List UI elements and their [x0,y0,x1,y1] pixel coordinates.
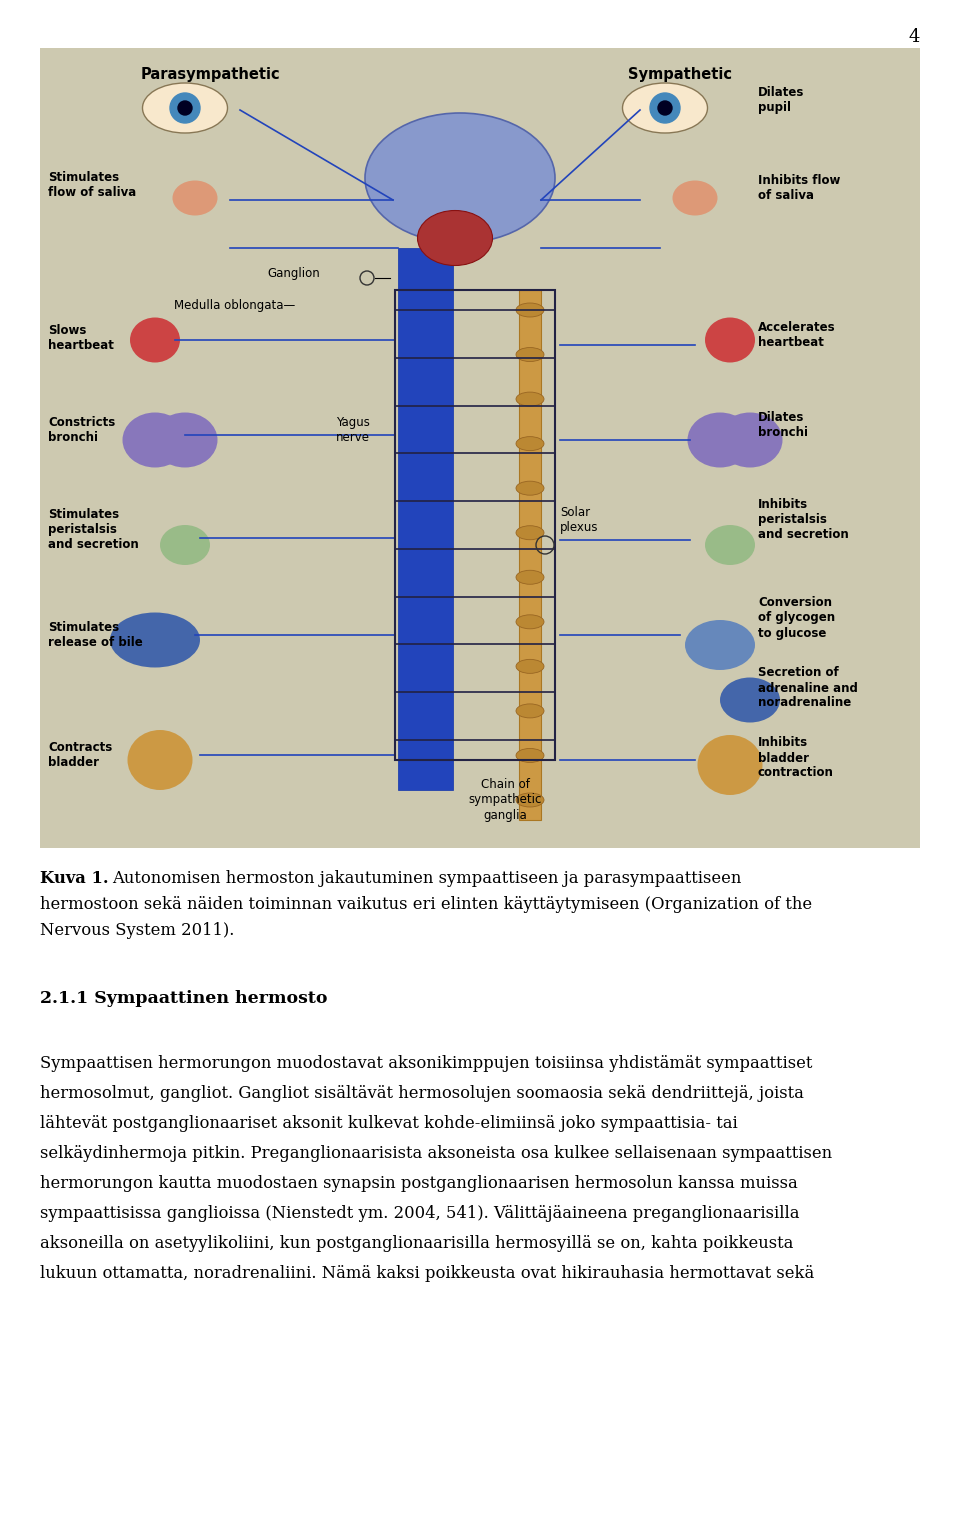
Text: Inhibits flow
of saliva: Inhibits flow of saliva [758,175,840,202]
Text: Inhibits
peristalsis
and secretion: Inhibits peristalsis and secretion [758,498,849,541]
Ellipse shape [673,181,717,216]
Text: Stimulates
peristalsis
and secretion: Stimulates peristalsis and secretion [48,509,139,551]
Circle shape [170,93,200,123]
Ellipse shape [516,570,544,585]
Text: Nervous System 2011).: Nervous System 2011). [40,922,234,939]
Text: Stimulates
release of bile: Stimulates release of bile [48,621,143,649]
Text: aksoneilla on asetyylikoliini, kun postganglionaarisilla hermosyillä se on, kaht: aksoneilla on asetyylikoliini, kun postg… [40,1235,793,1252]
Text: Constricts
bronchi: Constricts bronchi [48,416,115,444]
Ellipse shape [622,84,708,134]
Bar [40,49,920,848]
Ellipse shape [516,615,544,629]
Ellipse shape [705,317,755,363]
Circle shape [178,100,192,115]
Ellipse shape [516,793,544,807]
Text: lukuun ottamatta, noradrenaliini. Nämä kaksi poikkeusta ovat hikirauhasia hermot: lukuun ottamatta, noradrenaliini. Nämä k… [40,1265,814,1282]
Ellipse shape [720,677,780,723]
Text: hermostoon sekä näiden toiminnan vaikutus eri elinten käyttäytymiseen (Organizat: hermostoon sekä näiden toiminnan vaikutu… [40,896,812,913]
Ellipse shape [685,620,755,670]
Ellipse shape [160,526,210,565]
Text: Chain of
sympathetic
ganglia: Chain of sympathetic ganglia [468,779,541,822]
Text: Autonomisen hermoston jakautuminen sympaattiseen ja parasympaattiseen: Autonomisen hermoston jakautuminen sympa… [112,870,741,887]
Text: Slows
heartbeat: Slows heartbeat [48,324,114,352]
Ellipse shape [516,436,544,451]
Ellipse shape [516,482,544,495]
Text: Stimulates
flow of saliva: Stimulates flow of saliva [48,172,136,199]
Circle shape [658,100,672,115]
Text: sympaattisissa ganglioissa (Nienstedt ym. 2004, 541). Välittäjäaineena pregangli: sympaattisissa ganglioissa (Nienstedt ym… [40,1205,800,1221]
Text: Dilates
pupil: Dilates pupil [758,87,804,114]
Ellipse shape [110,612,200,667]
Text: Secretion of
adrenaline and
noradrenaline: Secretion of adrenaline and noradrenalin… [758,667,858,709]
Text: Conversion
of glycogen
to glucose: Conversion of glycogen to glucose [758,597,835,639]
Ellipse shape [365,112,555,243]
Text: Contracts
bladder: Contracts bladder [48,741,112,769]
Ellipse shape [130,317,180,363]
Bar [395,290,555,760]
Ellipse shape [516,659,544,673]
Ellipse shape [516,392,544,406]
Ellipse shape [687,413,753,468]
Ellipse shape [128,731,193,790]
Text: Solar
plexus: Solar plexus [560,506,598,535]
Text: Ganglion: Ganglion [267,266,320,279]
Ellipse shape [418,211,492,266]
Ellipse shape [173,181,218,216]
Text: selkäydinhermoja pitkin. Preganglionaarisista aksoneista osa kulkee sellaisenaan: selkäydinhermoja pitkin. Preganglionaari… [40,1145,832,1162]
Text: 2.1.1 Sympaattinen hermosto: 2.1.1 Sympaattinen hermosto [40,990,327,1007]
Bar [398,248,453,790]
Text: Yagus
nerve: Yagus nerve [336,416,370,444]
Ellipse shape [516,749,544,763]
Ellipse shape [705,526,755,565]
Text: Inhibits
bladder
contraction: Inhibits bladder contraction [758,737,834,779]
Ellipse shape [698,735,762,794]
Text: Medulla oblongata—: Medulla oblongata— [174,299,295,311]
Text: Sympaattisen hermorungon muodostavat aksonikimppujen toisiinsa yhdistämät sympaa: Sympaattisen hermorungon muodostavat aks… [40,1056,812,1072]
Ellipse shape [516,302,544,317]
Text: hermosolmut, gangliot. Gangliot sisältävät hermosolujen soomaosia sekä dendriitt: hermosolmut, gangliot. Gangliot sisältäv… [40,1085,804,1101]
Ellipse shape [516,348,544,362]
Text: hermorungon kautta muodostaen synapsin postganglionaarisen hermosolun kanssa mui: hermorungon kautta muodostaen synapsin p… [40,1176,798,1192]
Ellipse shape [516,703,544,718]
Circle shape [650,93,680,123]
Bar [519,290,541,820]
Text: lähtevät postganglionaariset aksonit kulkevat kohde-elimiinsä joko sympaattisia-: lähtevät postganglionaariset aksonit kul… [40,1115,737,1132]
Ellipse shape [123,413,187,468]
Ellipse shape [717,413,782,468]
Text: Kuva 1.: Kuva 1. [40,870,108,887]
Text: Dilates
bronchi: Dilates bronchi [758,412,808,439]
Text: Sympathetic: Sympathetic [628,67,732,82]
Text: 4: 4 [908,27,920,46]
Ellipse shape [153,413,218,468]
Text: Parasympathetic: Parasympathetic [140,67,279,82]
Text: Accelerates
heartbeat: Accelerates heartbeat [758,321,835,349]
Ellipse shape [516,526,544,539]
Ellipse shape [142,84,228,134]
